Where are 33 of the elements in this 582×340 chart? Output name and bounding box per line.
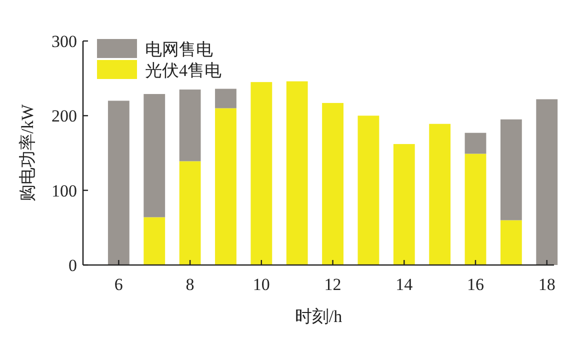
x-tick-label: 8 — [186, 275, 194, 294]
x-tick-label: 6 — [114, 275, 123, 294]
legend-label: 电网售电 — [145, 40, 213, 59]
bar — [500, 220, 522, 265]
bar — [144, 94, 166, 218]
y-axis-title: 购电功率/kW — [18, 103, 37, 202]
bar — [358, 116, 380, 265]
bar — [464, 154, 486, 265]
bar — [536, 99, 558, 265]
bar — [144, 217, 166, 265]
bar — [250, 82, 272, 265]
x-tick-label: 18 — [538, 275, 556, 294]
bar — [393, 144, 415, 265]
y-tick-label: 100 — [52, 181, 77, 200]
x-axis-title: 时刻/h — [294, 307, 343, 326]
bar — [500, 119, 522, 220]
bar — [322, 102, 344, 265]
bar — [286, 81, 308, 265]
x-tick-label: 16 — [467, 275, 484, 294]
x-tick-label: 12 — [324, 275, 342, 294]
bar — [215, 108, 236, 265]
x-tick-label: 10 — [252, 275, 270, 294]
x-tick-label: 14 — [396, 275, 414, 294]
bar — [179, 90, 201, 162]
legend-label: 光伏4售电 — [145, 61, 222, 80]
bar — [464, 132, 486, 154]
bar — [108, 100, 130, 265]
y-tick-label: 300 — [52, 32, 77, 51]
y-tick-label: 200 — [52, 106, 77, 126]
y-tick-label: 0 — [68, 256, 77, 275]
bar — [179, 161, 201, 265]
bar — [215, 88, 236, 108]
bar — [429, 124, 451, 265]
